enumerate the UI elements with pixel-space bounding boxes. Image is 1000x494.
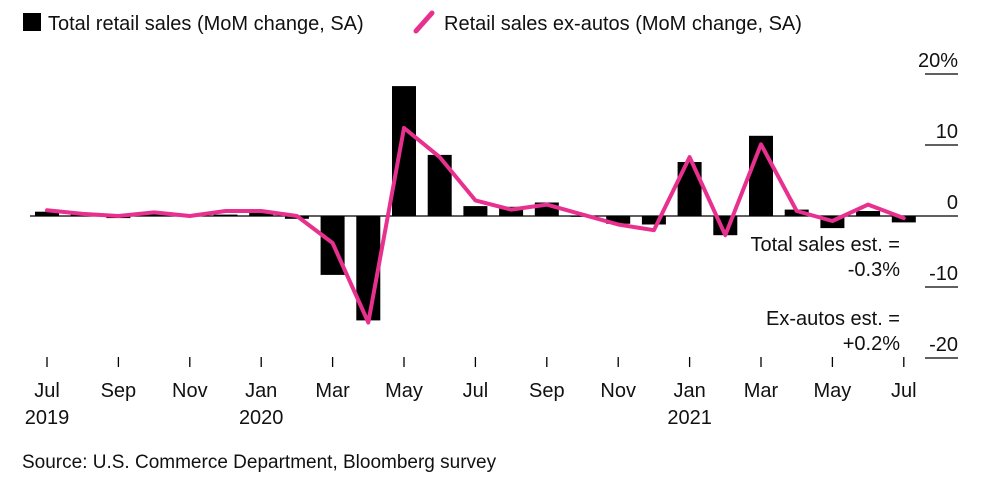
x-tick-label-2019-11: Nov — [172, 380, 208, 402]
y-tick-label-10: 10 — [936, 121, 958, 143]
bar-2021-06 — [856, 211, 881, 216]
bar-2020-12 — [641, 216, 666, 225]
x-tick-label-2021-05: May — [814, 380, 852, 402]
y-tick-label--10: -10 — [929, 263, 958, 285]
bar-2020-06 — [427, 154, 452, 216]
bar-2020-01 — [249, 211, 274, 216]
annotation-exautos-line1: Ex-autos est. = — [766, 308, 900, 330]
x-tick-label-2021-01: Jan — [673, 380, 705, 402]
x-tick-label-2020-01: Jan — [245, 380, 277, 402]
annotation-total-sales: Total sales est. = -0.3% — [750, 234, 900, 281]
legend-bar-swatch — [23, 13, 41, 31]
x-tick-label-2020-07: Jul — [463, 380, 489, 402]
x-year-label-2019: 2019 — [25, 407, 70, 429]
bar-2020-05 — [392, 86, 416, 216]
y-tick-label-0: 0 — [947, 192, 958, 214]
bar-2019-12 — [213, 214, 238, 216]
legend-line-swatch — [413, 10, 435, 34]
bar-2019-10 — [142, 213, 167, 216]
x-tick-label-2019-09: Sep — [101, 380, 137, 402]
annotation-exautos-line2: +0.2% — [843, 333, 900, 355]
ex-autos-line — [45, 126, 906, 325]
bar-series — [35, 86, 916, 321]
x-year-label-2020: 2020 — [239, 407, 284, 429]
x-tick-label-2020-05: May — [385, 380, 423, 402]
x-tick-label-2019-07: Jul — [34, 380, 60, 402]
x-axis: Jul 2019 Sep Nov Jan 2020 Mar May Jul Sep Nov Jan 20… — [25, 357, 917, 429]
x-tick-label-2021-03: Mar — [744, 380, 779, 402]
x-year-label-2021: 2021 — [667, 407, 712, 429]
x-tick-label-2020-11: Nov — [600, 380, 636, 402]
bar-2019-07 — [35, 211, 59, 216]
legend-bar-label: Total retail sales (MoM change, SA) — [48, 13, 364, 35]
bar-2020-07 — [463, 206, 488, 216]
x-tick-label-2020-03: Mar — [315, 380, 350, 402]
y-tick-label-20: 20% — [918, 50, 958, 72]
annotation-total-line1: Total sales est. = — [750, 234, 900, 256]
bar-2020-11 — [606, 216, 631, 224]
x-tick-label-2021-07: Jul — [891, 380, 917, 402]
source-note: Source: U.S. Commerce Department, Bloomb… — [22, 452, 497, 473]
annotation-total-line2: -0.3% — [848, 259, 900, 281]
y-tick-label--20: -20 — [929, 334, 958, 356]
x-tick-label-2020-09: Sep — [529, 380, 565, 402]
annotation-ex-autos: Ex-autos est. = +0.2% — [766, 308, 900, 355]
legend-line-label: Retail sales ex-autos (MoM change, SA) — [444, 13, 802, 35]
y-axis: 20% 10 0 -10 -20 — [918, 50, 958, 359]
legend: Total retail sales (MoM change, SA) Reta… — [23, 10, 802, 35]
